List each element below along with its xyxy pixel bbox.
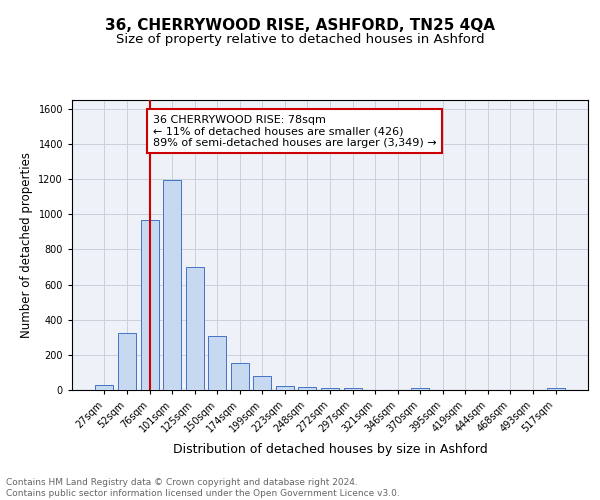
- Y-axis label: Number of detached properties: Number of detached properties: [20, 152, 33, 338]
- Bar: [140, 220, 158, 390]
- Bar: [95, 385, 113, 390]
- Text: 36, CHERRYWOOD RISE, ASHFORD, TN25 4QA: 36, CHERRYWOOD RISE, ASHFORD, TN25 4QA: [105, 18, 495, 32]
- Bar: [163, 180, 181, 390]
- Text: 36 CHERRYWOOD RISE: 78sqm
← 11% of detached houses are smaller (426)
89% of semi: 36 CHERRYWOOD RISE: 78sqm ← 11% of detac…: [153, 114, 437, 148]
- Bar: [411, 388, 429, 390]
- Bar: [344, 388, 362, 390]
- Bar: [276, 386, 294, 390]
- Bar: [547, 388, 565, 390]
- Text: Distribution of detached houses by size in Ashford: Distribution of detached houses by size …: [173, 442, 487, 456]
- Bar: [185, 267, 204, 390]
- Bar: [321, 388, 339, 390]
- Bar: [298, 387, 316, 390]
- Bar: [253, 376, 271, 390]
- Text: Contains HM Land Registry data © Crown copyright and database right 2024.
Contai: Contains HM Land Registry data © Crown c…: [6, 478, 400, 498]
- Bar: [118, 333, 136, 390]
- Text: Size of property relative to detached houses in Ashford: Size of property relative to detached ho…: [116, 32, 484, 46]
- Bar: [231, 363, 249, 390]
- Bar: [208, 336, 226, 390]
